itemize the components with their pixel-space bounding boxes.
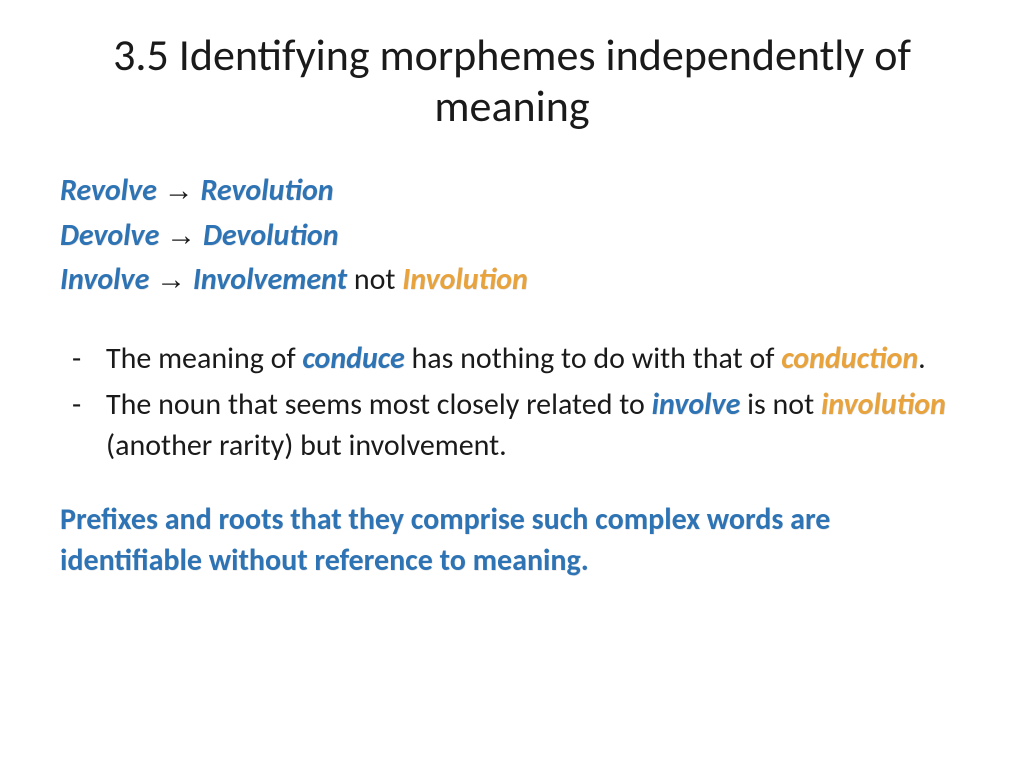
word-revolution: Revolution — [201, 172, 334, 209]
text: is not — [740, 386, 821, 423]
bullet-2: - The noun that seems most closely relat… — [60, 385, 964, 466]
text: (another rarity) but involvement. — [106, 427, 507, 464]
text: . — [918, 340, 926, 377]
word-involvement: Involvement — [193, 261, 347, 298]
word-involution-2: involution — [821, 386, 946, 423]
spacer — [60, 305, 964, 339]
text: has nothing to do with that of — [405, 340, 782, 377]
arrow-icon: → — [164, 174, 194, 207]
text: The noun that seems most closely related… — [106, 386, 652, 423]
bullet-1: - The meaning of conduce has nothing to … — [60, 339, 964, 380]
example-line-3: Involve → Involvement not Involution — [60, 260, 964, 301]
word-devolution: Devolution — [203, 217, 339, 254]
word-devolve: Devolve — [60, 217, 159, 254]
text: The meaning of — [106, 340, 302, 377]
text-not: not — [347, 261, 402, 298]
word-conduce: conduce — [302, 340, 404, 377]
word-involve-2: involve — [652, 386, 741, 423]
slide-body: Revolve → Revolution Devolve → Devolutio… — [60, 171, 964, 581]
example-line-1: Revolve → Revolution — [60, 171, 964, 212]
word-involve: Involve — [60, 261, 149, 298]
bullet-2-text: The noun that seems most closely related… — [106, 385, 964, 466]
bullet-marker: - — [72, 339, 106, 380]
word-conduction: conduction — [781, 340, 918, 377]
bullet-marker: - — [72, 385, 106, 466]
conclusion-text: Prefixes and roots that they comprise su… — [60, 500, 964, 581]
example-line-2: Devolve → Devolution — [60, 216, 964, 257]
word-revolve: Revolve — [60, 172, 157, 209]
arrow-icon: → — [166, 219, 196, 252]
arrow-icon: → — [156, 263, 186, 296]
slide-title: 3.5 Identifying morphemes independently … — [60, 30, 964, 131]
bullet-1-text: The meaning of conduce has nothing to do… — [106, 339, 964, 380]
word-involution: Involution — [402, 261, 528, 298]
